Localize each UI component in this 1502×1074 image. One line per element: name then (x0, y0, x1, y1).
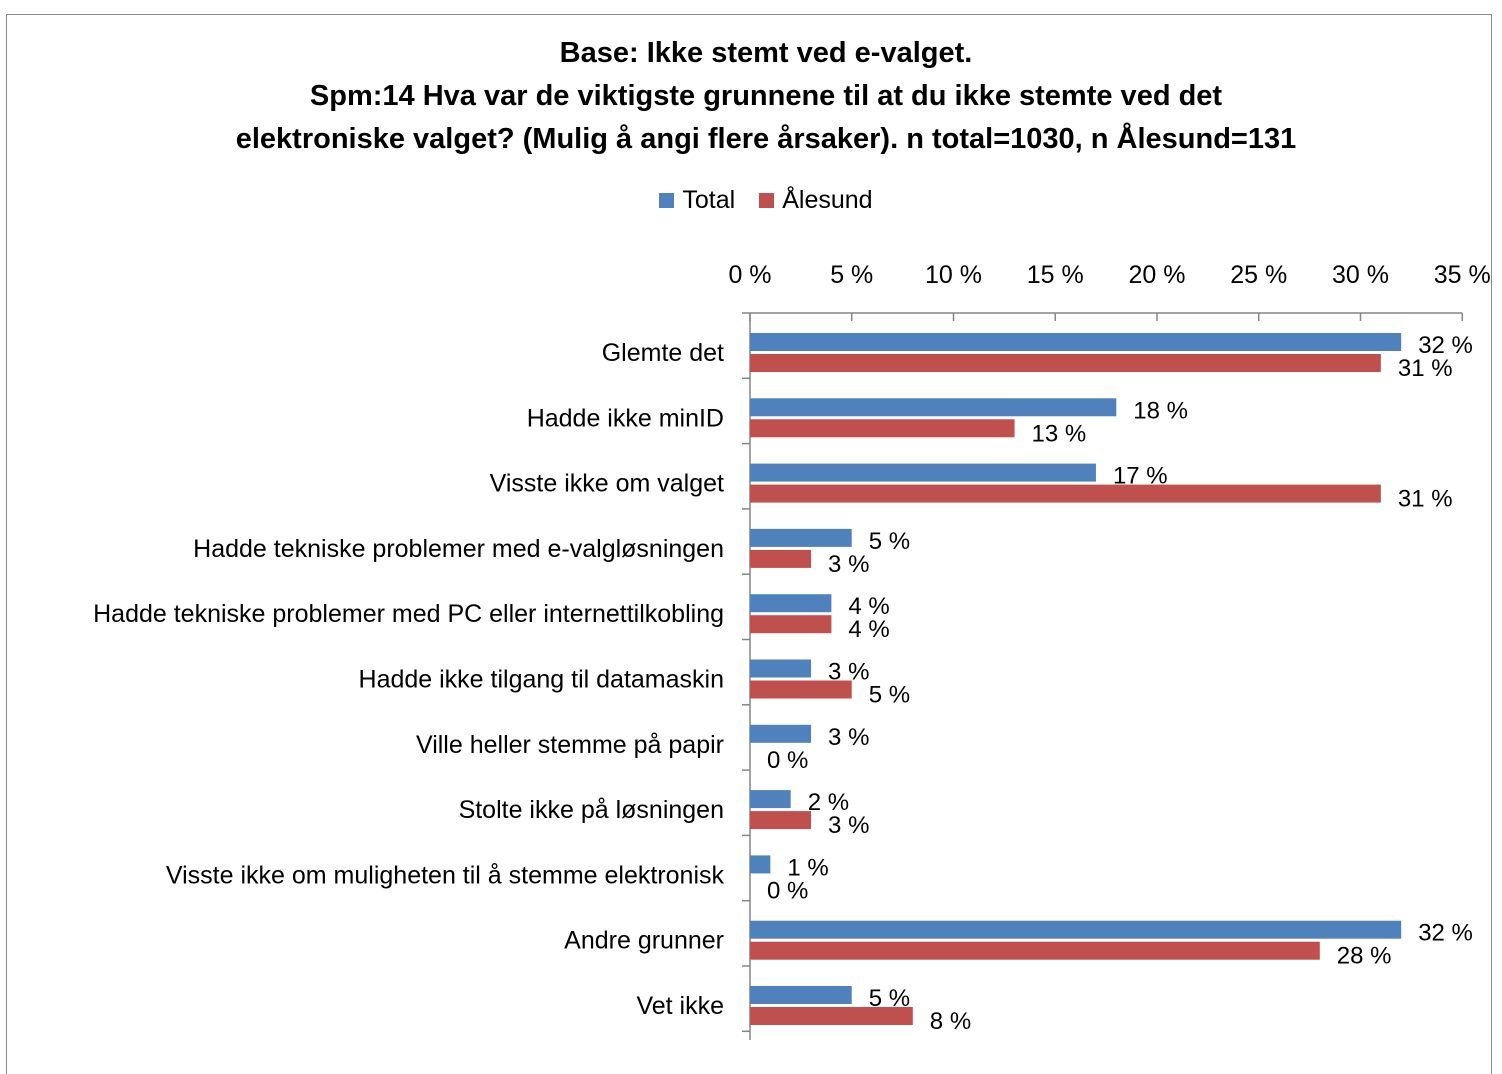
chart-legend: Total Ålesund (0, 186, 1502, 215)
bar-total (750, 398, 1117, 417)
legend-label-alesund: Ålesund (782, 186, 873, 214)
data-label-total: 5 % (869, 528, 910, 555)
data-label-alesund: 13 % (1032, 420, 1087, 447)
data-label-total: 3 % (828, 724, 869, 751)
title-line-3: elektroniske valget? (Mulig å angi flere… (235, 123, 1297, 155)
bar-alesund (750, 549, 812, 568)
category-label: Glemte det (602, 339, 724, 367)
data-label-alesund: 0 % (767, 747, 808, 774)
data-label-total: 32 % (1418, 920, 1473, 947)
x-tick-label: 15 % (1027, 261, 1084, 289)
bar-alesund (750, 1007, 913, 1025)
bar-alesund (750, 354, 1381, 372)
category-label: Andre grunner (564, 927, 724, 955)
chart-frame (6, 14, 1492, 1074)
data-label-alesund: 5 % (869, 682, 910, 709)
data-label-total: 4 % (848, 593, 889, 620)
data-label-alesund: 8 % (930, 1008, 971, 1035)
bar-alesund (750, 941, 1320, 960)
bar-total (750, 463, 1096, 482)
bar-total (750, 790, 791, 809)
bar-total (750, 920, 1402, 939)
bar-total (750, 333, 1402, 351)
x-tick-label: 0 % (728, 261, 771, 289)
data-label-alesund: 31 % (1398, 486, 1453, 513)
data-label-alesund: 4 % (848, 616, 889, 643)
x-tick-label: 30 % (1332, 261, 1389, 289)
category-label: Visste ikke om valget (490, 470, 724, 498)
data-label-alesund: 31 % (1398, 355, 1453, 382)
data-label-total: 32 % (1418, 332, 1473, 359)
x-tick-label: 25 % (1230, 261, 1287, 289)
legend-swatch-total (659, 193, 675, 208)
x-tick-label: 20 % (1129, 261, 1186, 289)
legend-item-alesund: Ålesund (759, 186, 873, 215)
data-label-alesund: 0 % (767, 877, 808, 904)
data-label-total: 1 % (787, 854, 828, 881)
data-label-alesund: 3 % (828, 551, 869, 578)
title-line-2: Spm:14 Hva var de viktigste grunnene til… (309, 80, 1223, 112)
legend-swatch-alesund (759, 193, 775, 208)
bar-alesund (750, 615, 832, 634)
bar-total (750, 724, 812, 743)
data-label-total: 2 % (808, 789, 849, 816)
x-tick-label: 10 % (925, 261, 982, 289)
category-label: Hadde tekniske problemer med PC eller in… (93, 600, 724, 628)
data-label-alesund: 28 % (1337, 943, 1392, 970)
bar-alesund (750, 419, 1015, 438)
category-label: Hadde tekniske problemer med e-valgløsni… (193, 535, 724, 563)
bar-alesund (750, 484, 1381, 503)
legend-item-total: Total (659, 186, 735, 215)
category-label: Visste ikke om muligheten til å stemme e… (166, 861, 725, 889)
title-line-1: Base: Ikke stemt ved e-valget. (559, 37, 973, 69)
bar-total (750, 594, 832, 613)
legend-label-total: Total (682, 186, 736, 214)
bar-total (750, 986, 852, 1004)
x-tick-label: 35 % (1434, 261, 1491, 289)
category-label: Stolte ikke på løsningen (459, 796, 724, 824)
data-label-alesund: 3 % (828, 812, 869, 839)
data-label-total: 18 % (1133, 397, 1188, 424)
chart-title: Base: Ikke stemt ved e-valget. Spm:14 Hv… (0, 32, 1502, 161)
category-label: Vet ikke (636, 992, 724, 1020)
bar-total (750, 659, 812, 678)
category-label: Hadde ikke tilgang til datamaskin (359, 666, 724, 694)
bar-total (750, 528, 852, 547)
bar-alesund (750, 811, 812, 830)
bar-alesund (750, 680, 852, 699)
category-label: Ville heller stemme på papir (416, 731, 724, 759)
bar-total (750, 855, 771, 874)
category-label: Hadde ikke minID (527, 404, 724, 432)
x-tick-label: 5 % (830, 261, 873, 289)
